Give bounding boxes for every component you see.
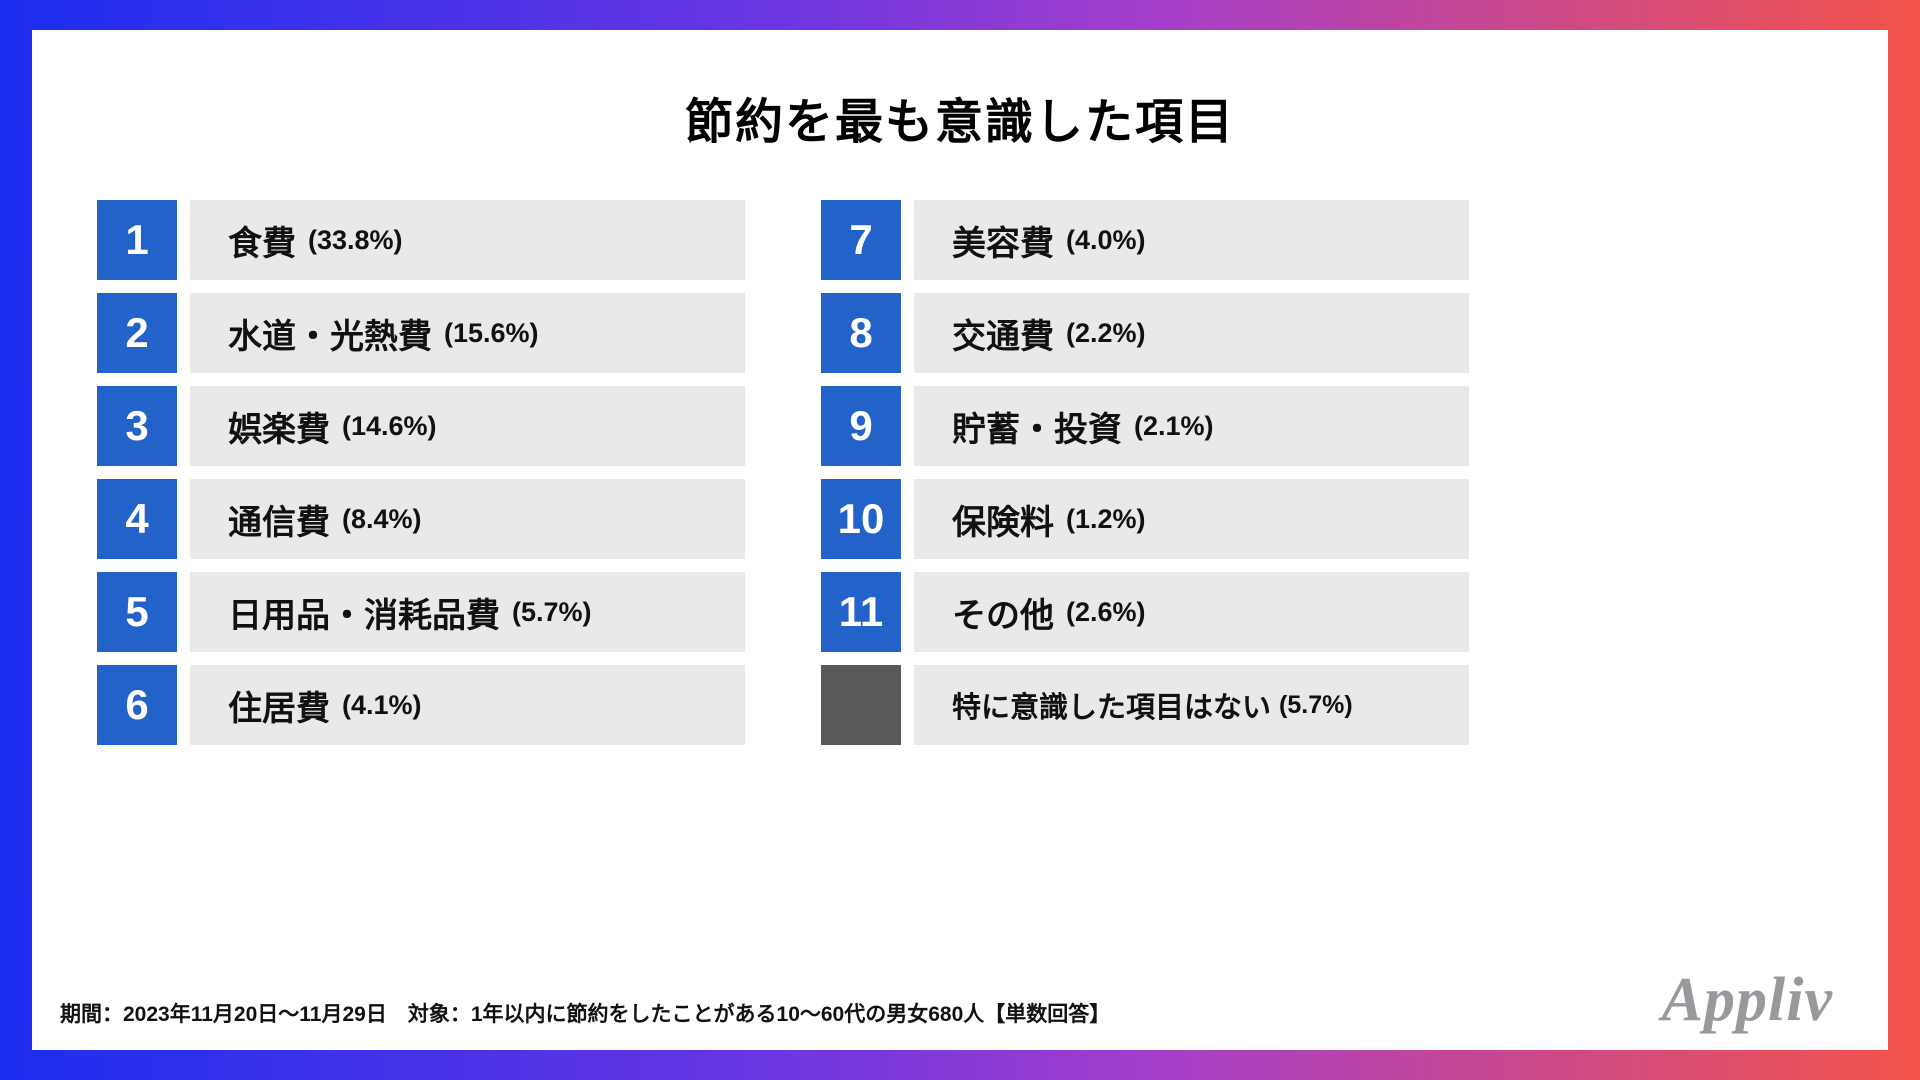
item-label: 特に意識した項目はない <box>952 692 1272 724</box>
ranking-row: 6 住居費 (4.1%) <box>97 665 745 745</box>
rank-bar: 日用品・消耗品費 (5.7%) <box>190 572 745 652</box>
item-pct: (1.2%) <box>1066 503 1146 534</box>
rank-badge: 4 <box>97 479 177 559</box>
item-pct: (33.8%) <box>308 224 403 255</box>
page-title: 節約を最も意識した項目 <box>684 96 1235 149</box>
card: 節約を最も意識した項目 1 食費 (33.8%) 2 水道・光熱費 (15.6%… <box>32 30 1888 1050</box>
item-pct: (2.6%) <box>1066 596 1146 627</box>
item-pct: (5.7%) <box>1279 690 1353 719</box>
rank-bar: 特に意識した項目はない (5.7%) <box>914 665 1469 745</box>
ranking-row: 4 通信費 (8.4%) <box>97 479 745 559</box>
ranking-columns: 1 食費 (33.8%) 2 水道・光熱費 (15.6%) 3 <box>97 200 1469 758</box>
rank-bar: 食費 (33.8%) <box>190 200 745 280</box>
ranking-row: 1 食費 (33.8%) <box>97 200 745 280</box>
rank-badge: 2 <box>97 293 177 373</box>
rank-bar: 交通費 (2.2%) <box>914 293 1469 373</box>
rank-bar: 通信費 (8.4%) <box>190 479 745 559</box>
item-label: 食費 <box>228 224 296 263</box>
rank-badge: 11 <box>821 572 901 652</box>
ranking-row: 10 保険料 (1.2%) <box>821 479 1469 559</box>
item-label: 美容費 <box>952 224 1054 263</box>
ranking-row: 3 娯楽費 (14.6%) <box>97 386 745 466</box>
ranking-row: 9 貯蓄・投資 (2.1%) <box>821 386 1469 466</box>
rank-bar: 水道・光熱費 (15.6%) <box>190 293 745 373</box>
rank-badge: 5 <box>97 572 177 652</box>
rank-badge: 1 <box>97 200 177 280</box>
rank-bar: 貯蓄・投資 (2.1%) <box>914 386 1469 466</box>
rank-bar: 保険料 (1.2%) <box>914 479 1469 559</box>
rank-bar: 娯楽費 (14.6%) <box>190 386 745 466</box>
rank-bar: その他 (2.6%) <box>914 572 1469 652</box>
rank-badge-neutral <box>821 665 901 745</box>
item-pct: (4.1%) <box>342 689 422 720</box>
survey-note: 期間：2023年11月20日〜11月29日 対象：1年以内に節約をしたことがある… <box>60 1003 1111 1026</box>
item-pct: (2.1%) <box>1134 410 1214 441</box>
item-pct: (5.7%) <box>512 596 592 627</box>
ranking-row: 11 その他 (2.6%) <box>821 572 1469 652</box>
ranking-row-no-rank: 特に意識した項目はない (5.7%) <box>821 665 1469 745</box>
rank-bar: 美容費 (4.0%) <box>914 200 1469 280</box>
ranking-row: 5 日用品・消耗品費 (5.7%) <box>97 572 745 652</box>
ranking-column-left: 1 食費 (33.8%) 2 水道・光熱費 (15.6%) 3 <box>97 200 745 758</box>
item-label: 保険料 <box>952 503 1054 542</box>
item-label: 日用品・消耗品費 <box>228 596 500 635</box>
ranking-column-right: 7 美容費 (4.0%) 8 交通費 (2.2%) 9 貯 <box>821 200 1469 758</box>
ranking-row: 2 水道・光熱費 (15.6%) <box>97 293 745 373</box>
item-label: 住居費 <box>228 689 330 728</box>
item-label: 娯楽費 <box>228 410 330 449</box>
ranking-row: 8 交通費 (2.2%) <box>821 293 1469 373</box>
rank-bar: 住居費 (4.1%) <box>190 665 745 745</box>
appliv-logo: Appliv <box>1661 966 1833 1034</box>
rank-badge: 6 <box>97 665 177 745</box>
item-pct: (4.0%) <box>1066 224 1146 255</box>
rank-badge: 3 <box>97 386 177 466</box>
item-label: 交通費 <box>952 317 1054 356</box>
item-pct: (15.6%) <box>444 317 539 348</box>
item-label: 通信費 <box>228 503 330 542</box>
rank-badge: 8 <box>821 293 901 373</box>
item-pct: (2.2%) <box>1066 317 1146 348</box>
rank-badge: 7 <box>821 200 901 280</box>
item-label: その他 <box>952 596 1054 635</box>
item-label: 水道・光熱費 <box>228 317 432 356</box>
rank-badge: 10 <box>821 479 901 559</box>
item-pct: (14.6%) <box>342 410 437 441</box>
rank-badge: 9 <box>821 386 901 466</box>
item-label: 貯蓄・投資 <box>952 410 1122 449</box>
item-pct: (8.4%) <box>342 503 422 534</box>
ranking-row: 7 美容費 (4.0%) <box>821 200 1469 280</box>
